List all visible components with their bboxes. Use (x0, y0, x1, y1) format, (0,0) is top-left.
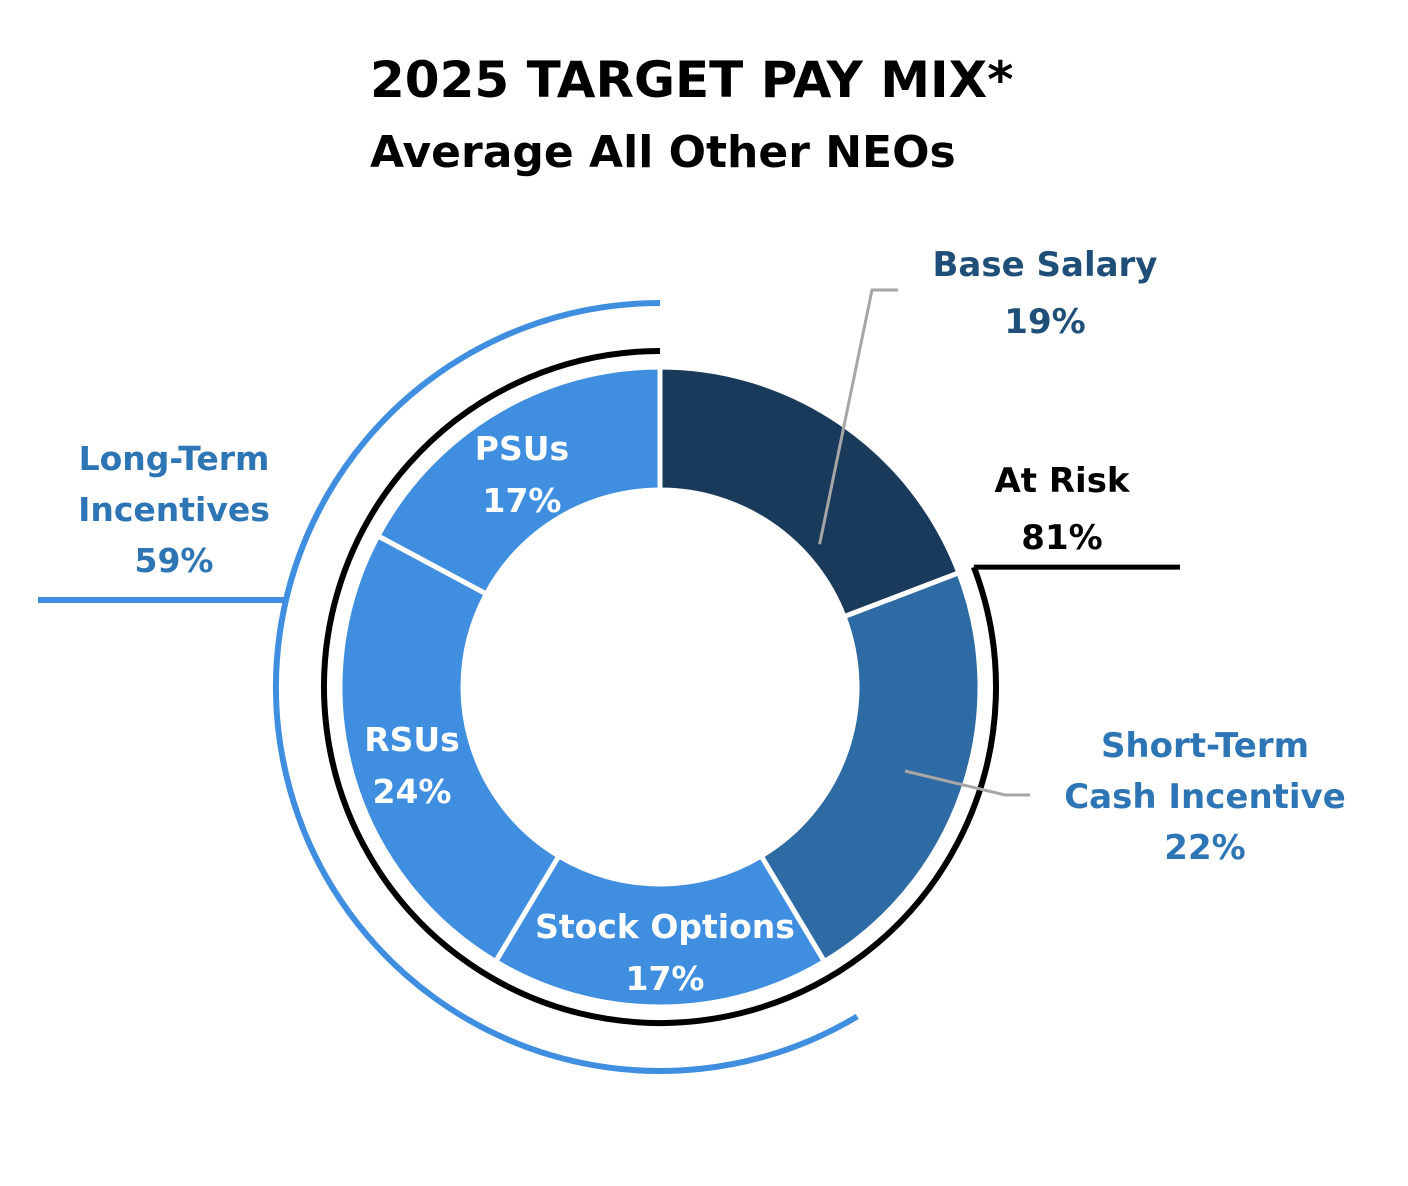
slice-psus (374, 364, 663, 598)
donut-slices (337, 364, 983, 1010)
slice-short-term-cash-incentive (757, 569, 983, 965)
slice-label-rsus: RSUs 24% (364, 720, 460, 811)
base-salary-label: Base Salary 19% (933, 245, 1158, 342)
slice-label-stock-options: Stock Options 17% (535, 907, 795, 998)
chart-title: 2025 TARGET PAY MIX* (370, 51, 1013, 109)
base-salary-leader (818, 288, 898, 545)
long-term-arc (273, 300, 859, 1074)
slice-rsus (337, 532, 563, 965)
long-term-label: Long-Term Incentives 59% (78, 439, 270, 580)
group-arcs (38, 300, 1180, 1074)
slice-label-psus: PSUs 17% (475, 429, 569, 520)
slice-stock-options (492, 852, 828, 1010)
short-term-label: Short-Term Cash Incentive 22% (1064, 726, 1346, 868)
short-term-leader (904, 769, 1030, 797)
at-risk-label: At Risk 81% (994, 461, 1130, 558)
leader-lines (818, 288, 1030, 797)
slice-base-salary (657, 364, 963, 620)
at-risk-arc (321, 348, 999, 1026)
chart-labels: Base Salary 19% Short-Term Cash Incentive 22… (78, 245, 1346, 998)
chart-subtitle: Average All Other NEOs (370, 127, 956, 178)
